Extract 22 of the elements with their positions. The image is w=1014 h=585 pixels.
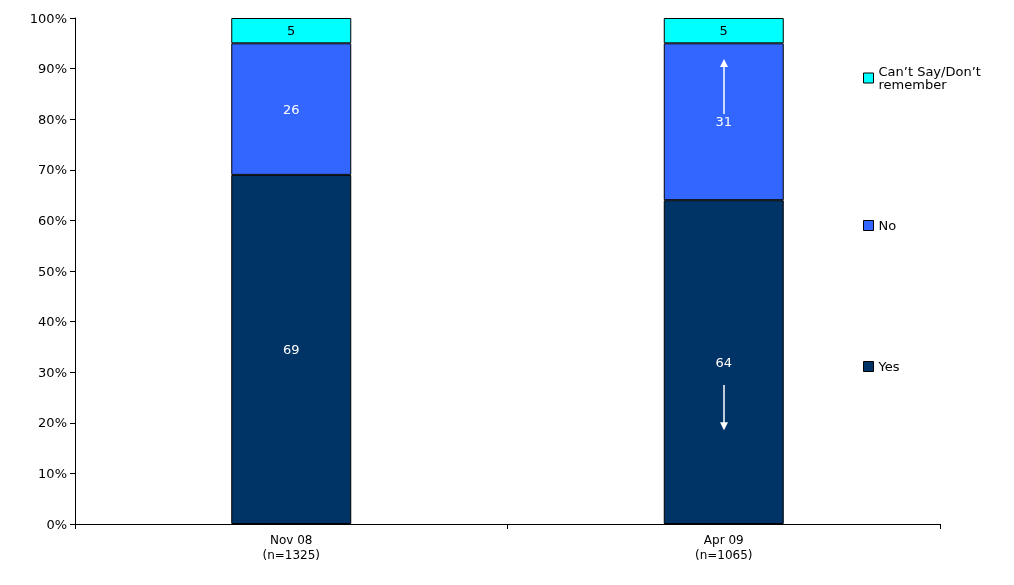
- y-tick-label: 40%: [38, 314, 67, 330]
- y-tick-label: 100%: [29, 10, 67, 26]
- y-tick-label: 80%: [38, 111, 67, 127]
- data-label: 26: [282, 101, 300, 117]
- legend-label: No: [878, 218, 897, 233]
- y-tick-label: 20%: [38, 415, 67, 431]
- y-tick-label: 90%: [38, 61, 67, 77]
- x-tick-label: Apr 09 (n=1065): [694, 532, 753, 562]
- x-tick-label: Nov 08 (n=1325): [262, 532, 321, 562]
- data-label: 5: [287, 23, 296, 39]
- data-label: 5: [719, 23, 728, 39]
- data-label: 64: [715, 354, 733, 370]
- y-tick-label: 30%: [38, 364, 67, 380]
- y-tick-label: 70%: [38, 162, 67, 178]
- y-tick-label: 10%: [38, 465, 67, 481]
- legend-label: Yes: [877, 359, 900, 374]
- y-tick-label: 0%: [46, 516, 67, 532]
- data-label: 31: [715, 114, 733, 130]
- legend-label: Can’t Say/Don’t remember: [878, 64, 981, 92]
- y-tick-label: 50%: [38, 263, 67, 279]
- y-tick-label: 60%: [38, 212, 67, 228]
- data-label: 69: [282, 341, 300, 357]
